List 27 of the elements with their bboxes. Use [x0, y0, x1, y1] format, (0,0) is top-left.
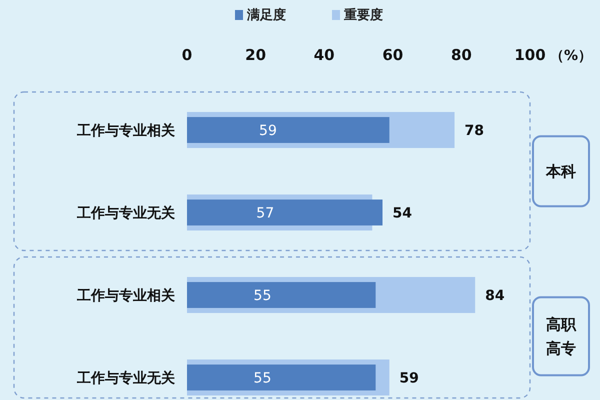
- y-tick-label: 工作与专业相关: [76, 287, 175, 304]
- x-tick-label: 0: [182, 46, 192, 64]
- legend-label: 满足度: [246, 7, 286, 23]
- x-axis-title: （%）: [550, 48, 592, 64]
- data-label: 59: [259, 123, 277, 139]
- bar: [187, 117, 390, 143]
- data-label: 55: [254, 370, 272, 386]
- bar: [187, 282, 376, 308]
- x-tick-label: 60: [382, 46, 404, 64]
- data-label: 57: [256, 206, 274, 222]
- x-tick-label: 80: [450, 46, 472, 64]
- legend-label: 重要度: [343, 7, 383, 23]
- x-tick-label: 40: [314, 46, 335, 64]
- y-tick-label: 工作与专业无关: [76, 204, 175, 222]
- data-label: 59: [399, 370, 419, 386]
- data-label: 55: [254, 288, 272, 304]
- data-label: 84: [485, 288, 505, 304]
- bar: [187, 364, 376, 390]
- x-tick-label: 20: [245, 46, 266, 64]
- text: 本科: [545, 162, 576, 180]
- y-tick-label: 工作与专业相关: [76, 122, 175, 139]
- x-tick-label: 100: [514, 46, 546, 64]
- bar: [187, 200, 383, 226]
- data-label: 78: [464, 123, 484, 139]
- text: 高职高专: [546, 315, 577, 358]
- data-label: 54: [392, 206, 412, 222]
- y-tick-label: 工作与专业无关: [76, 370, 175, 386]
